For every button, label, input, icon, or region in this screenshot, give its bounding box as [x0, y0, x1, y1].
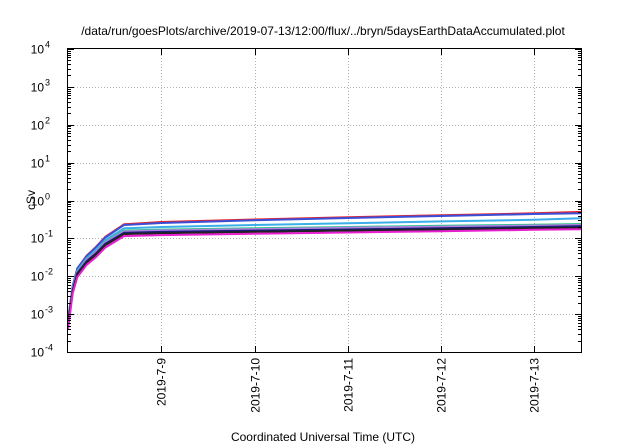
series-line-6: [67, 225, 582, 323]
x-axis-ticks: 2019-7-9 2019-7-10 2019-7-11 2019-7-12 2019-…: [155, 49, 542, 413]
series-line-7: [67, 226, 582, 326]
y-axis-label: cSv: [24, 190, 38, 210]
y-tick-label: 10: [31, 119, 45, 133]
y-tick-exponent: 1: [45, 154, 50, 164]
y-tick-label: 10: [31, 270, 45, 284]
y-tick-label: 10: [31, 195, 45, 209]
series-line-8: [67, 228, 582, 330]
x-tick-label: 2019-7-12: [435, 358, 449, 413]
y-tick-exponent: -3: [45, 305, 53, 315]
series-lines: [67, 210, 582, 330]
y-tick-label: 10: [31, 81, 45, 95]
y-tick-label: 10: [31, 308, 45, 322]
y-tick-exponent: -4: [45, 343, 53, 353]
y-tick-label: 10: [31, 346, 45, 360]
y-tick-exponent: 3: [45, 78, 50, 88]
y-tick-exponent: 4: [45, 40, 50, 50]
y-tick-exponent: -2: [45, 267, 53, 277]
plot-frame: [67, 48, 582, 353]
y-tick-label: 10: [31, 157, 45, 171]
x-tick-label: 2019-7-10: [249, 358, 263, 413]
x-tick-label: 2019-7-13: [528, 358, 542, 413]
y-tick-label: 10: [31, 232, 45, 246]
x-tick-label: 2019-7-9: [155, 358, 169, 406]
chart-title: /data/run/goesPlots/archive/2019-07-13/1…: [81, 24, 565, 38]
y-tick-exponent: 2: [45, 116, 50, 126]
series-line-4: [67, 223, 582, 323]
y-tick-exponent: -1: [45, 229, 53, 239]
x-tick-label: 2019-7-11: [342, 358, 356, 412]
y-tick-label: 10: [31, 43, 45, 57]
series-line-5: [67, 224, 582, 323]
y-tick-exponent: 0: [45, 192, 50, 202]
grid-lines: [68, 49, 581, 352]
x-axis-label: Coordinated Universal Time (UTC): [231, 430, 415, 444]
series-line-2: [67, 212, 582, 321]
